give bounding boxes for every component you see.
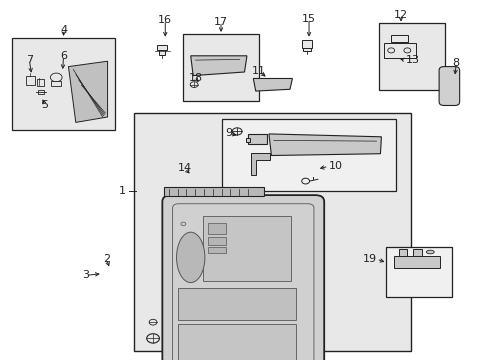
Text: 15: 15 (302, 14, 315, 24)
Bar (222, 119, 395, 191)
Circle shape (146, 334, 159, 343)
Bar (412, 249, 421, 256)
Bar (383, 43, 415, 58)
Text: 14: 14 (178, 163, 191, 174)
Circle shape (387, 48, 394, 53)
Bar (51, 81, 61, 86)
Bar (157, 45, 167, 50)
Circle shape (50, 73, 62, 82)
Bar (207, 247, 226, 253)
Circle shape (149, 319, 157, 325)
Text: 12: 12 (393, 10, 407, 20)
Ellipse shape (426, 250, 433, 254)
Text: 10: 10 (328, 161, 342, 171)
Bar (26, 76, 35, 85)
Bar (245, 138, 249, 142)
Bar (178, 324, 295, 360)
Circle shape (403, 48, 410, 53)
Text: 9: 9 (225, 128, 232, 138)
Text: 17: 17 (214, 17, 227, 27)
Bar (207, 237, 226, 245)
Bar (386, 247, 451, 297)
Bar (378, 23, 444, 90)
FancyBboxPatch shape (438, 67, 459, 105)
Bar (178, 288, 295, 320)
Bar (38, 90, 44, 94)
Bar (37, 79, 43, 86)
Bar (303, 48, 310, 51)
Polygon shape (190, 56, 246, 76)
Bar (163, 187, 264, 196)
Bar (203, 216, 290, 281)
Text: 6: 6 (60, 51, 67, 61)
Circle shape (190, 82, 198, 87)
Text: 16: 16 (158, 15, 172, 25)
Bar (393, 256, 439, 268)
Bar (302, 40, 311, 48)
Text: 4: 4 (60, 24, 67, 35)
Text: 1: 1 (119, 186, 126, 196)
Text: 18: 18 (188, 73, 202, 84)
Text: 7: 7 (26, 55, 33, 66)
Text: 11: 11 (252, 66, 265, 76)
Polygon shape (68, 61, 107, 122)
FancyBboxPatch shape (162, 195, 324, 360)
Ellipse shape (176, 232, 204, 283)
Bar (183, 34, 259, 101)
Polygon shape (253, 78, 292, 91)
Circle shape (232, 128, 242, 135)
Polygon shape (268, 134, 381, 156)
Text: 5: 5 (41, 100, 48, 111)
Text: 2: 2 (103, 254, 110, 264)
Bar (159, 50, 165, 55)
Polygon shape (250, 153, 270, 175)
Bar (207, 223, 226, 234)
Bar (134, 113, 410, 351)
Bar (247, 134, 267, 144)
Bar (398, 249, 407, 256)
Text: 3: 3 (82, 270, 89, 280)
Bar (12, 38, 115, 130)
Text: 19: 19 (362, 254, 376, 264)
Text: 8: 8 (452, 58, 459, 68)
Bar (390, 35, 407, 42)
Text: 13: 13 (405, 55, 419, 66)
